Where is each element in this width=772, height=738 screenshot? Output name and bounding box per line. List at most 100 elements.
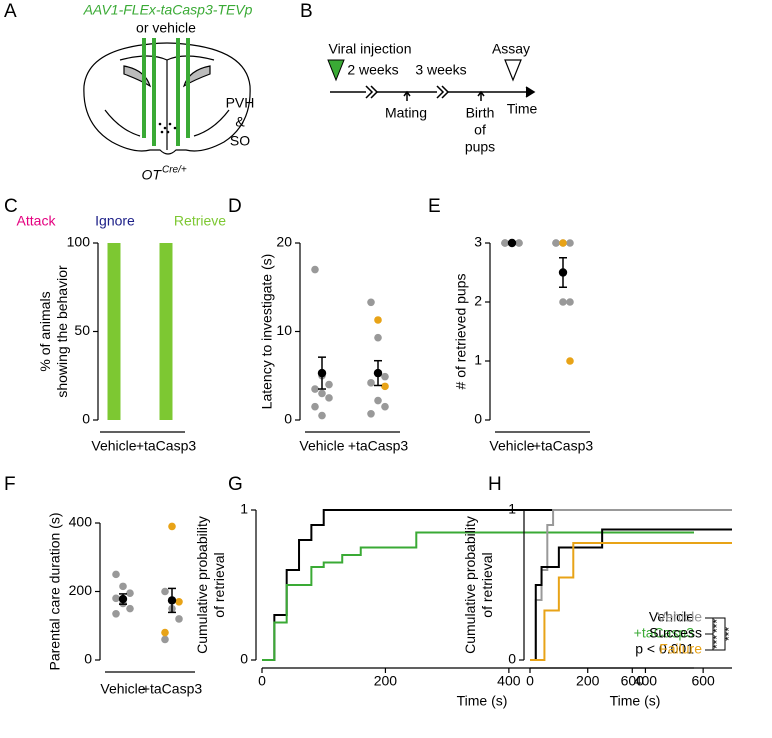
data-point [515, 239, 523, 247]
legend-entry: Vehicle [657, 609, 702, 625]
timeline-label: pups [465, 139, 495, 155]
x-tick-label: 400 [497, 673, 521, 689]
legend-entry: +taCasp3 [634, 625, 695, 641]
y-axis-label: showing the behavior [54, 265, 70, 398]
virus-label: AAV1-FLEx-taCasp3-TEVp [83, 2, 253, 18]
x-tick-label: +taCasp3 [136, 438, 197, 454]
mean-point [167, 596, 177, 605]
x-tick-label: 600 [691, 673, 715, 689]
panel-label: A [4, 1, 17, 22]
y-axis-label: Parental care duration (s) [47, 513, 63, 671]
data-point [161, 628, 169, 637]
data-point [119, 582, 127, 591]
data-point [367, 379, 375, 387]
data-point [552, 239, 560, 247]
timeline-label: 2 weeks [347, 62, 398, 78]
data-point [311, 265, 319, 274]
timeline [327, 59, 536, 101]
y-tick-label: 0 [84, 651, 92, 667]
mean-point [558, 268, 568, 277]
y-tick-label: 10 [276, 322, 292, 338]
data-point [381, 372, 389, 381]
legend-entry: Attack [17, 213, 57, 229]
x-tick-label: Vehicle [91, 438, 136, 454]
data-point [367, 298, 375, 307]
y-tick-label: 2 [474, 293, 482, 309]
cumulative-line [530, 528, 732, 661]
panel-label: E [428, 196, 441, 217]
y-tick-label: 200 [69, 582, 93, 598]
y-tick-label: 1 [474, 352, 482, 368]
data-point [374, 333, 382, 342]
x-tick-label: 400 [634, 673, 658, 689]
data-point [126, 589, 134, 598]
timeline-label: Time [507, 101, 538, 117]
bar-segment [159, 243, 173, 420]
timeline-label: Mating [385, 105, 427, 121]
x-tick-label: 200 [576, 673, 600, 689]
cumulative-line [262, 531, 694, 661]
cannulas [142, 38, 190, 146]
mean-point [373, 368, 383, 378]
annotation: p < 0.001 [635, 641, 694, 657]
x-axis-label: Time (s) [610, 693, 661, 709]
legend-entry: Retrieve [174, 213, 226, 229]
data-point [374, 396, 382, 405]
data-point [112, 609, 120, 618]
panel-label: G [228, 474, 243, 495]
timeline-label: Birth [466, 105, 495, 121]
significance-label: *** [710, 619, 724, 633]
virus-alt: or vehicle [136, 20, 196, 36]
data-point [367, 410, 375, 418]
data-point [325, 380, 333, 389]
y-tick-label: 400 [69, 514, 93, 530]
region-label: PVH [226, 95, 255, 111]
data-point [501, 239, 509, 247]
data-point [381, 402, 389, 411]
y-tick-label: 3 [474, 234, 482, 250]
data-point [374, 316, 382, 324]
bar-segment [107, 243, 121, 420]
x-tick-label: Vehicle [299, 438, 344, 454]
data-point [161, 587, 169, 596]
y-axis-label: of retrieval [211, 552, 227, 617]
genotype-superscript: Cre/+ [162, 165, 187, 176]
x-tick-label: Vehicle [489, 438, 534, 454]
y-axis-label: of retrieval [479, 552, 495, 617]
x-tick-label: 0 [526, 673, 534, 689]
y-tick-label: 1 [508, 501, 516, 517]
panel-label: D [228, 196, 242, 217]
brain-diagram [83, 42, 251, 155]
y-tick-label: 1 [240, 501, 248, 517]
y-axis-label: # of retrieved pups [453, 274, 469, 390]
legend-entry: Failure [659, 641, 702, 657]
mean-point [118, 594, 128, 604]
region-label: & [235, 114, 245, 130]
y-axis-label: % of animals [37, 291, 53, 371]
x-tick-label: +taCasp3 [533, 438, 594, 454]
data-point [175, 597, 183, 606]
panel-label: F [4, 474, 16, 495]
legend-entry: Vehicle [649, 609, 694, 625]
data-point [112, 570, 120, 579]
data-point [311, 402, 319, 411]
x-tick-label: 600 [621, 673, 645, 689]
significance-label: *** [710, 635, 724, 649]
y-axis-label: Cumulative probability [194, 516, 210, 654]
data-point [318, 411, 326, 420]
data-point [175, 615, 183, 623]
y-tick-label: 100 [67, 234, 91, 250]
x-tick-label: Vehicle [100, 681, 145, 697]
timeline-label: Viral injection [328, 41, 411, 57]
data-point [559, 239, 567, 247]
y-axis-label: Latency to investigate (s) [259, 254, 275, 410]
timeline-label: 3 weeks [415, 62, 466, 78]
significance-bracket [705, 617, 726, 651]
x-tick-label: 200 [374, 673, 398, 689]
region-label: SO [230, 133, 250, 149]
x-tick-label: +taCasp3 [348, 438, 409, 454]
data-point [168, 522, 176, 531]
mean-point [317, 368, 327, 378]
x-axis-label: Time (s) [457, 693, 508, 709]
